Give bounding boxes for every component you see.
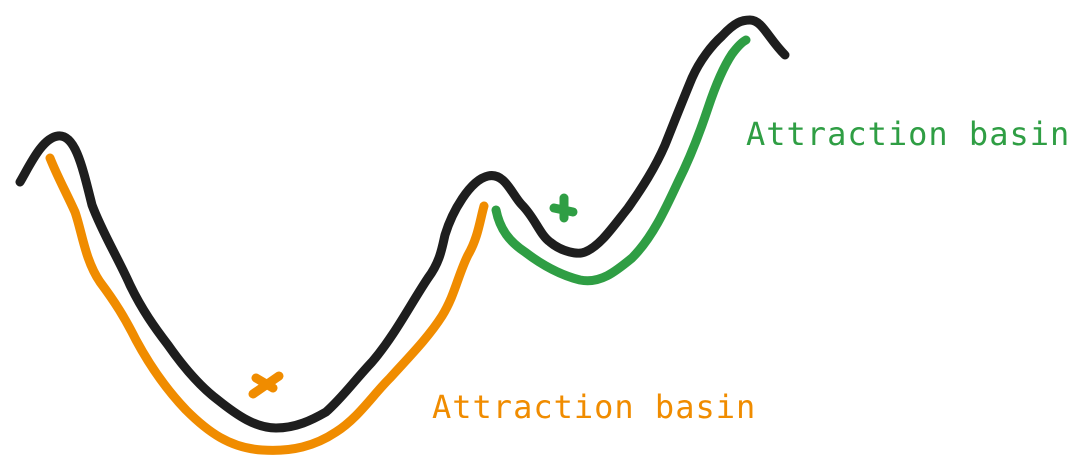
cross-marker-icon — [248, 371, 284, 399]
green-basin-curve — [491, 35, 751, 286]
orange-basin-label: Attraction basin — [432, 388, 756, 426]
cross-marker-icon — [549, 193, 578, 223]
landscape-curve — [15, 15, 790, 433]
orange-basin-curve — [45, 153, 489, 455]
green-basin-label: Attraction basin — [746, 115, 1070, 153]
